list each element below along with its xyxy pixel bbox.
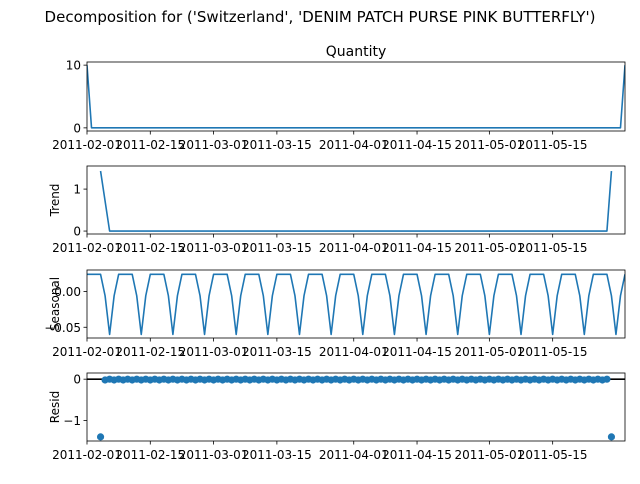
panel-4: Resid −102011-02-012011-02-152011-03-0120… — [48, 372, 626, 462]
x-tick-label: 2011-03-15 — [242, 138, 312, 152]
x-tick-label: 2011-04-15 — [382, 448, 452, 462]
x-tick-label: 2011-02-01 — [52, 345, 122, 359]
x-tick-label: 2011-04-15 — [382, 241, 452, 255]
x-tick-label: 2011-04-01 — [319, 448, 389, 462]
panel-1: Quantity 0 10 2011-02-012011-02-152011-03-0… — [52, 44, 626, 152]
x-tick-label: 2011-04-01 — [319, 241, 389, 255]
y-tick-label: 10 — [66, 59, 81, 73]
x-tick-label: 2011-05-15 — [518, 345, 588, 359]
x-tick-label: 2011-03-01 — [179, 345, 249, 359]
plot-data — [87, 273, 625, 336]
seasonal-line — [87, 273, 625, 336]
x-tick-label: 2011-04-01 — [319, 138, 389, 152]
x-tick-label: 2011-02-15 — [115, 448, 185, 462]
x-tick-label: 2011-02-01 — [52, 138, 122, 152]
y-tick-label: 0 — [73, 121, 81, 135]
panels-group: Quantity0102011-02-012011-02-152011-03-0… — [44, 44, 626, 462]
x-tick-label: 2011-03-01 — [179, 241, 249, 255]
figure-suptitle: Decomposition for ('Switzerland', 'DENIM… — [45, 8, 596, 26]
plot-data — [99, 170, 613, 232]
y-tick-label: 0 — [73, 225, 81, 239]
x-tick-label: 2011-02-15 — [115, 345, 185, 359]
x-tick-label: 2011-03-15 — [242, 345, 312, 359]
x-tick-label: 2011-05-01 — [454, 138, 524, 152]
panel-title: Quantity — [326, 44, 387, 60]
axes-frame — [86, 165, 626, 235]
axes-frame — [86, 372, 626, 442]
x-tick-label: 2011-04-15 — [382, 345, 452, 359]
x-tick-label: 2011-02-01 — [52, 448, 122, 462]
panel-2: Trend012011-02-012011-02-152011-03-01201… — [48, 165, 626, 255]
resid-point — [96, 433, 105, 441]
x-tick-label: 2011-03-01 — [179, 448, 249, 462]
x-tick-label: 2011-05-01 — [454, 241, 524, 255]
x-tick-label: 2011-05-15 — [518, 138, 588, 152]
x-tick-label: 2011-03-15 — [242, 448, 312, 462]
y-tick-label: −0.05 — [44, 321, 81, 335]
x-tick-label: 2011-02-15 — [115, 138, 185, 152]
plot-data — [87, 375, 625, 441]
panel-3: Seasonal−0.050.002011-02-012011-02-15201… — [44, 269, 626, 359]
series-line — [99, 170, 613, 232]
x-tick-label: 2011-04-15 — [382, 138, 452, 152]
x-tick-label: 2011-03-01 — [179, 138, 249, 152]
y-axis-label: Resid — [48, 391, 62, 423]
x-tick-label: 2011-05-15 — [518, 448, 588, 462]
x-tick-label: 2011-05-15 — [518, 241, 588, 255]
plot-data — [87, 65, 625, 129]
x-tick-label: 2011-03-15 — [242, 241, 312, 255]
y-tick-label: 0.00 — [54, 285, 81, 299]
x-tick-label: 2011-04-01 — [319, 345, 389, 359]
y-tick-label: 0 — [73, 373, 81, 387]
y-tick-label: −1 — [63, 414, 81, 428]
x-tick-label: 2011-05-01 — [454, 345, 524, 359]
y-tick-label: 1 — [73, 183, 81, 197]
y-axis-label: Seasonal — [48, 277, 62, 331]
axes-frame — [86, 61, 626, 132]
x-tick-label: 2011-05-01 — [454, 448, 524, 462]
resid-point — [607, 433, 616, 441]
axes-frame — [86, 269, 626, 339]
x-tick-label: 2011-02-15 — [115, 241, 185, 255]
series-line — [87, 65, 625, 129]
x-tick-label: 2011-02-01 — [52, 241, 122, 255]
y-axis-label: Trend — [48, 184, 62, 218]
resid-point — [603, 375, 611, 383]
